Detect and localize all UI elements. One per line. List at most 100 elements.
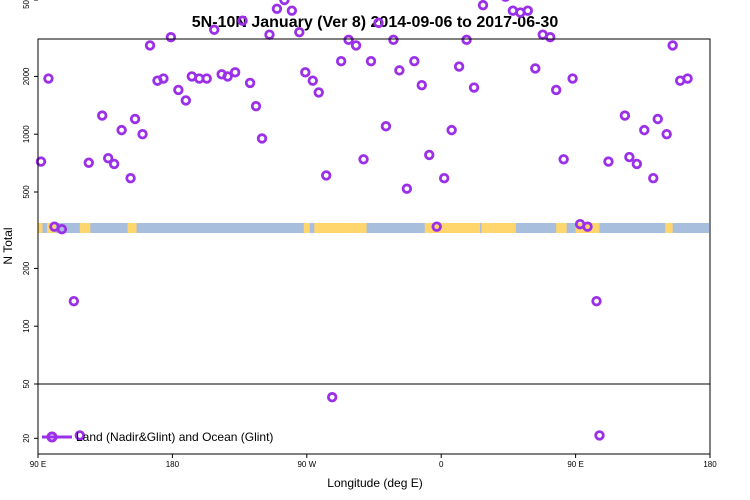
- x-tick-label: 180: [703, 460, 717, 469]
- data-point: [661, 129, 672, 140]
- data-point: [639, 124, 650, 136]
- data-point: [682, 73, 693, 84]
- x-tick-label: 90 E: [30, 460, 46, 469]
- data-point: [229, 67, 241, 78]
- data-point: [286, 5, 298, 16]
- land-band-segment: [481, 223, 516, 233]
- data-point: [56, 224, 68, 235]
- data-point: [558, 154, 569, 165]
- data-point: [129, 113, 141, 125]
- legend-label: Land (Nadir&Glint) and Ocean (Glint): [76, 430, 273, 444]
- legend-marker: [46, 431, 58, 443]
- data-point: [365, 56, 377, 67]
- legend: Land (Nadir&Glint) and Ocean (Glint): [42, 430, 273, 444]
- land-band-segment: [314, 223, 367, 233]
- y-tick-label: 100: [22, 319, 31, 333]
- data-point: [358, 154, 369, 165]
- data-point: [307, 75, 318, 86]
- land-band-segment: [79, 223, 91, 233]
- data-point: [108, 158, 120, 170]
- data-point: [158, 73, 169, 84]
- data-point: [350, 40, 362, 51]
- land-band-segment: [575, 223, 600, 233]
- data-point: [264, 29, 275, 40]
- data-point: [244, 77, 256, 89]
- data-point: [294, 26, 305, 38]
- land-band-segment: [303, 223, 310, 233]
- data-point: [619, 110, 631, 121]
- y-axis-label: N Total: [1, 227, 15, 264]
- data-point: [144, 40, 156, 51]
- data-point: [326, 392, 338, 403]
- data-point: [603, 156, 614, 167]
- data-point: [237, 15, 248, 26]
- data-point: [424, 149, 435, 161]
- data-point: [409, 56, 420, 67]
- land-band-segment: [127, 223, 137, 233]
- data-point: [567, 73, 578, 84]
- data-point: [522, 5, 534, 16]
- data-point: [43, 73, 54, 84]
- land-ocean-band: [38, 223, 709, 233]
- y-tick-label: 500: [22, 185, 31, 199]
- data-point: [250, 100, 262, 112]
- data-point: [530, 63, 541, 74]
- y-tick-label: 2000: [22, 67, 31, 85]
- land-band-segment: [556, 223, 567, 233]
- data-point: [74, 430, 86, 441]
- data-point: [477, 0, 489, 11]
- data-point: [394, 65, 405, 76]
- data-point: [446, 124, 457, 136]
- data-point: [624, 151, 635, 163]
- data-point: [209, 24, 220, 35]
- data-point: [97, 110, 108, 121]
- data-point: [335, 56, 347, 67]
- data-point: [279, 0, 290, 6]
- data-point: [582, 221, 593, 232]
- plot-frame: [37, 38, 711, 455]
- data-point: [652, 113, 663, 125]
- data-point: [550, 84, 562, 96]
- data-point: [165, 32, 177, 43]
- data-point: [501, 0, 510, 2]
- data-point: [388, 34, 399, 46]
- data-point: [401, 183, 413, 194]
- data-point: [201, 73, 212, 84]
- data-point: [453, 61, 465, 72]
- data-point: [468, 82, 480, 93]
- data-point: [594, 430, 605, 441]
- data-point: [373, 17, 384, 29]
- data-point: [271, 3, 283, 14]
- ocean-band: [39, 223, 709, 233]
- data-point: [667, 40, 678, 51]
- data-point: [125, 172, 136, 184]
- data-point: [648, 172, 659, 184]
- data-point: [116, 124, 127, 136]
- data-points: [35, 0, 693, 441]
- y-tick-label: 5000: [22, 0, 31, 9]
- data-point: [102, 152, 114, 164]
- data-point: [68, 295, 80, 307]
- data-point: [321, 170, 332, 181]
- data-point: [222, 71, 233, 82]
- x-tick-label: 90 W: [297, 460, 316, 469]
- data-point: [416, 79, 427, 91]
- data-point: [343, 34, 354, 46]
- land-band-segment: [38, 223, 43, 233]
- x-tick-label: 180: [166, 460, 180, 469]
- land-band-segment: [424, 223, 481, 233]
- data-point: [35, 156, 47, 167]
- data-point: [300, 67, 311, 78]
- data-point: [461, 34, 472, 46]
- data-point: [180, 95, 192, 106]
- data-point: [591, 295, 602, 307]
- x-axis: 90 E 180 90 W 0 90 E 180: [30, 454, 717, 469]
- y-tick-label: 50: [22, 379, 31, 388]
- data-point: [173, 84, 184, 96]
- data-point: [545, 32, 556, 43]
- data-point: [313, 87, 324, 98]
- y-axis: 205010020050010002000500010000: [22, 0, 38, 443]
- data-point: [438, 172, 450, 184]
- data-point: [137, 129, 148, 140]
